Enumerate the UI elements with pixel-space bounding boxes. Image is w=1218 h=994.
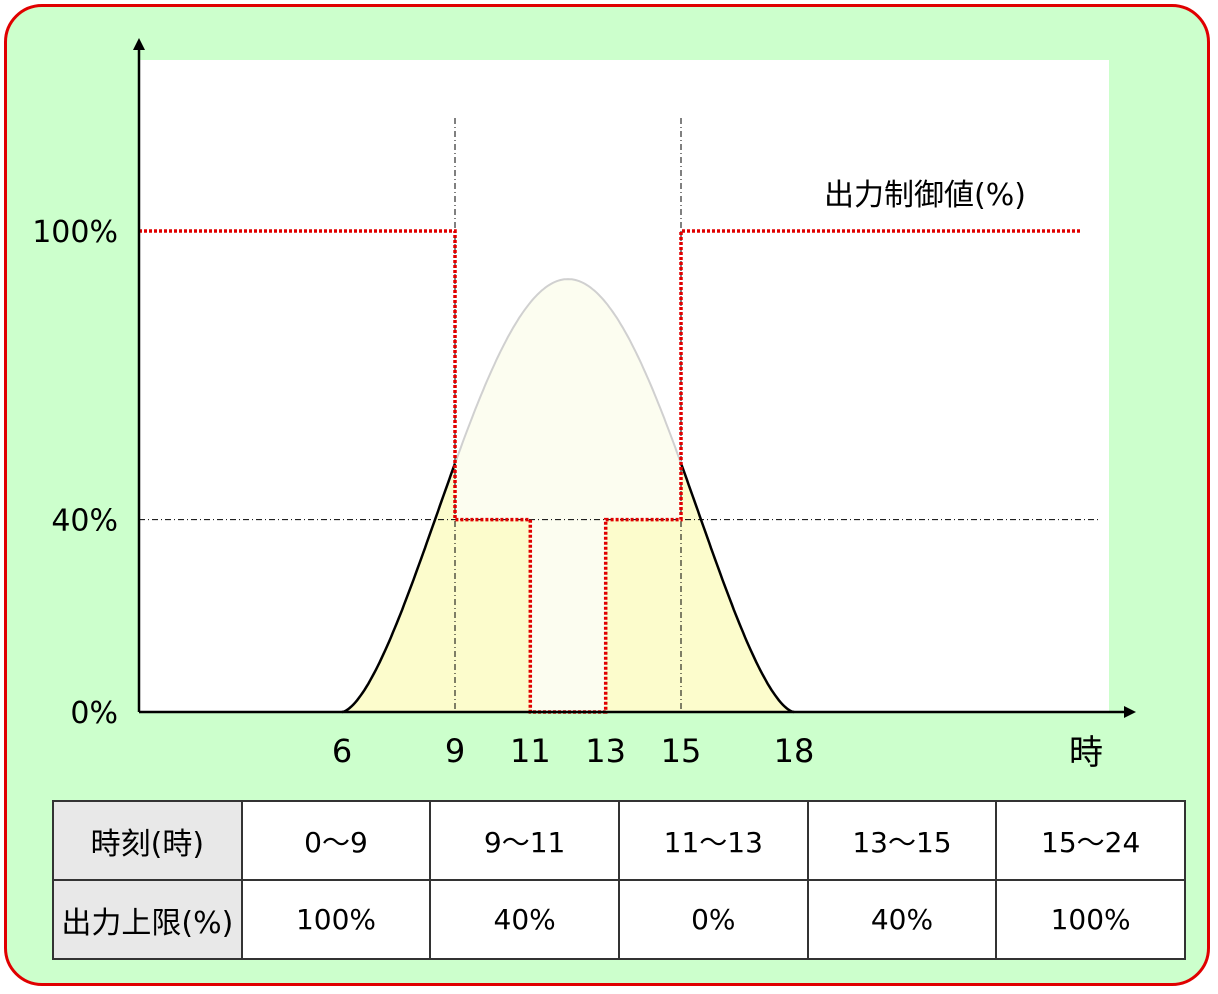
- output-limit-cell: 40%: [429, 879, 620, 960]
- time-range-cell: 9〜11: [429, 800, 620, 881]
- x-axis-unit-label: 時: [1069, 733, 1103, 773]
- output-limit-cell: 0%: [617, 879, 809, 960]
- x-tick-label: 13: [585, 732, 626, 770]
- output-schedule-table: 時刻(時) 0〜9 9〜11 11〜13 13〜15 15〜24 出力上限(%)…: [52, 800, 1186, 960]
- table-row-time: 時刻(時) 0〜9 9〜11 11〜13 13〜15 15〜24: [52, 800, 1186, 881]
- time-range-cell: 11〜13: [617, 800, 809, 881]
- x-tick-label: 18: [774, 732, 815, 770]
- row-header-limit: 出力上限(%): [52, 879, 243, 960]
- x-tick-label: 11: [510, 732, 551, 770]
- x-axis-arrow: [1124, 706, 1136, 718]
- time-range-cell: 0〜9: [240, 800, 432, 881]
- generation-curve-left: [341, 462, 457, 714]
- time-range-cell: 15〜24: [995, 800, 1186, 881]
- y-tick-label: 100%: [32, 215, 118, 250]
- series-label-output-control: 出力制御値(%): [824, 178, 1026, 213]
- x-tick-label: 6: [332, 732, 352, 770]
- output-limit-cell: 100%: [240, 879, 432, 960]
- y-tick-label: 0%: [70, 696, 118, 731]
- row-header-time: 時刻(時): [52, 800, 243, 881]
- x-tick-label: 15: [661, 732, 702, 770]
- output-limit-cell: 40%: [806, 879, 998, 960]
- y-tick-label: 40%: [51, 504, 118, 539]
- x-tick-label: 9: [445, 732, 465, 770]
- generation-curve-right: [679, 462, 795, 714]
- output-limit-cell: 100%: [995, 879, 1186, 960]
- clipped-curve: [454, 278, 682, 464]
- table-row-limit: 出力上限(%) 100% 40% 0% 40% 100%: [52, 879, 1186, 960]
- y-axis-arrow: [133, 38, 145, 50]
- time-range-cell: 13〜15: [806, 800, 998, 881]
